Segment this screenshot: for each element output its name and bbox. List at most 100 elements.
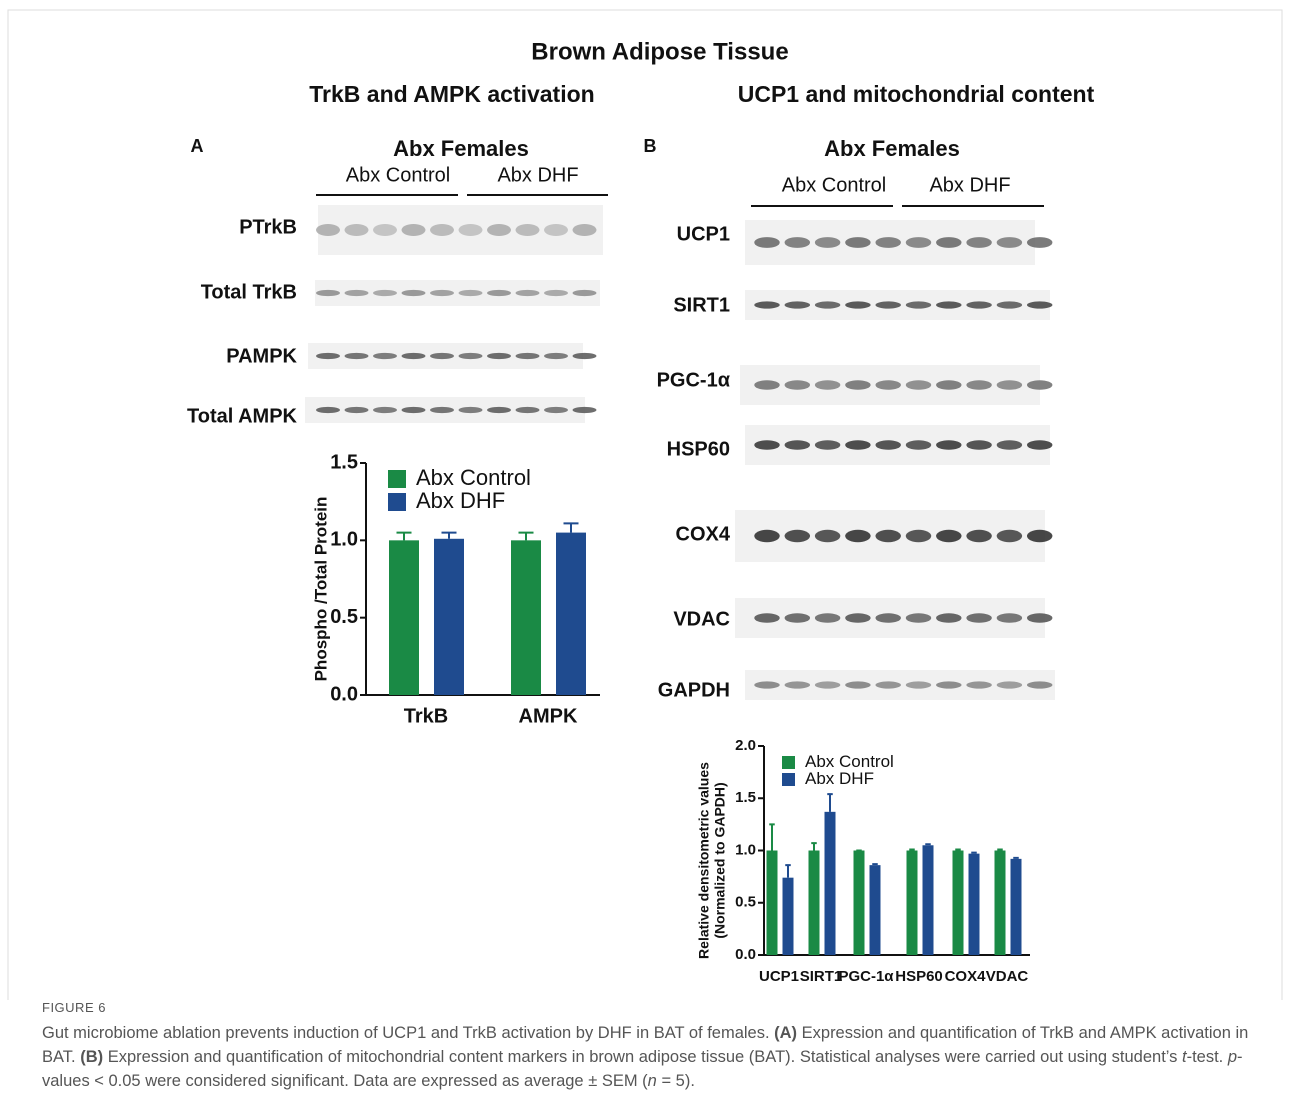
x-tick-label: AMPK <box>519 705 578 727</box>
blot-row-label: VDAC <box>673 608 730 630</box>
frame <box>8 10 1282 1000</box>
blot-band <box>1027 237 1052 248</box>
blot-band <box>966 681 991 688</box>
x-tick-label: PGC-1α <box>838 968 894 985</box>
bar <box>556 533 586 695</box>
blot-band <box>906 530 931 542</box>
y-tick-label: 1.0 <box>735 841 756 858</box>
panel-label: B <box>644 136 657 156</box>
blot-band <box>997 681 1022 688</box>
blot-row-label: COX4 <box>676 523 731 545</box>
group-label: Abx DHF <box>497 164 578 186</box>
blot-band <box>815 613 840 623</box>
caption-run: Gut microbiome ablation prevents inducti… <box>42 1024 774 1042</box>
bar <box>434 539 464 695</box>
blot-band <box>1027 681 1052 688</box>
blot-band <box>845 681 870 688</box>
bar <box>825 812 836 955</box>
blot-row-label: Total AMPK <box>187 405 298 427</box>
blot-band <box>845 301 870 308</box>
group-title: Abx Females <box>393 136 529 161</box>
blot-band <box>402 353 426 359</box>
bar <box>923 845 934 955</box>
error-bar <box>785 865 791 878</box>
error-bar <box>811 843 817 850</box>
error-bar <box>397 533 412 541</box>
bar <box>1011 859 1022 955</box>
blot-row-label: UCP1 <box>677 223 730 245</box>
y-tick-label: 1.0 <box>330 529 358 551</box>
panel-heading: UCP1 and mitochondrial content <box>738 81 1095 107</box>
blot-band <box>936 440 961 450</box>
y-tick-label: 0.5 <box>330 606 358 628</box>
blot-band <box>875 301 900 308</box>
error-bar <box>769 824 775 850</box>
blot-band <box>875 613 900 623</box>
blot-band <box>754 530 779 542</box>
blot-band <box>1027 530 1052 542</box>
blot-band <box>754 681 779 688</box>
blot-band <box>936 681 961 688</box>
error-bar <box>909 849 915 850</box>
legend-label: Abx Control <box>416 465 531 490</box>
blot-row-label: PAMPK <box>226 345 297 367</box>
blot-band <box>966 440 991 450</box>
blot-band <box>487 290 511 296</box>
error-bar <box>955 849 961 850</box>
blot-band <box>573 407 597 413</box>
blot-band <box>875 681 900 688</box>
blot-band <box>785 440 810 450</box>
x-tick-label: UCP1 <box>759 968 799 985</box>
legend-swatch <box>782 773 795 786</box>
blot-band <box>997 301 1022 308</box>
blot-band <box>936 301 961 308</box>
blot-band <box>815 301 840 308</box>
blot-band <box>544 407 568 413</box>
blot-band <box>544 290 568 296</box>
blot-band <box>459 290 483 296</box>
blot-band <box>875 237 900 248</box>
bar <box>995 851 1006 956</box>
blot-band <box>430 290 454 296</box>
error-bar <box>872 864 878 865</box>
x-tick-label: TrkB <box>404 705 448 727</box>
blot-band <box>815 440 840 450</box>
figure-title: Brown Adipose Tissue <box>531 38 788 65</box>
blot-band <box>487 353 511 359</box>
legend-swatch <box>388 493 406 511</box>
blot-band <box>754 301 779 308</box>
blot-band <box>906 237 931 248</box>
y-tick-label: 0.0 <box>330 683 358 705</box>
blot-band <box>906 301 931 308</box>
blot-band <box>845 613 870 623</box>
bar <box>907 851 918 956</box>
blot-band <box>402 407 426 413</box>
blot-band <box>487 224 511 236</box>
blot-row-label: Total TrkB <box>201 281 297 303</box>
bar <box>953 851 964 956</box>
y-tick-label: 1.5 <box>735 789 756 806</box>
blot-row-label: GAPDH <box>658 679 730 701</box>
group-label: Abx DHF <box>929 174 1010 196</box>
blot-band <box>754 237 779 248</box>
blot-band <box>875 440 900 450</box>
blot-band <box>785 530 810 542</box>
blot-row-label: HSP60 <box>667 438 730 460</box>
blot-band <box>573 353 597 359</box>
blot-band <box>845 237 870 248</box>
blot-band <box>316 407 340 413</box>
blot-band <box>345 407 369 413</box>
blot-band <box>785 301 810 308</box>
bar <box>783 878 794 955</box>
bar <box>511 540 541 695</box>
blot-band <box>906 681 931 688</box>
blot-row-label: PGC-1α <box>657 369 731 391</box>
figure-graphic: Brown Adipose Tissue TrkB and AMPK activ… <box>0 0 1290 1000</box>
blot-band <box>316 353 340 359</box>
blot-band <box>1027 613 1052 623</box>
blot-band <box>402 290 426 296</box>
blot-band <box>936 530 961 542</box>
caption-run: n <box>648 1072 657 1090</box>
blot-band <box>906 380 931 390</box>
caption-run: -test. <box>1187 1048 1228 1066</box>
